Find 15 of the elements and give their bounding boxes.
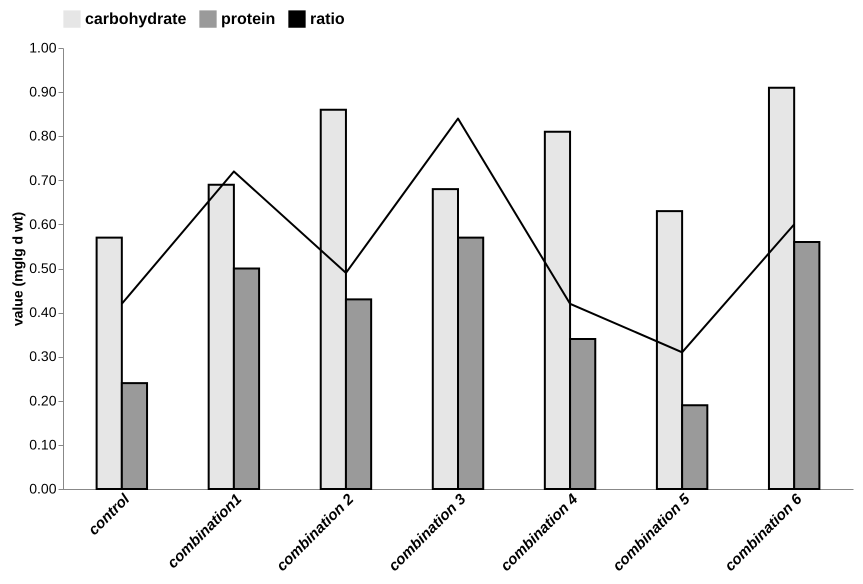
y-axis-title: value (mglg d wt): [9, 212, 26, 326]
y-tick-label: 0.30: [29, 348, 57, 364]
y-tick-label: 0.70: [29, 172, 57, 188]
y-tick-label: 0.60: [29, 216, 57, 232]
y-tick-label: 1.00: [29, 40, 57, 56]
y-tick-label: 0.00: [29, 480, 57, 496]
y-tick-label: 0.20: [29, 392, 57, 408]
y-tick-label: 0.50: [29, 260, 57, 276]
legend-label: protein: [221, 11, 276, 28]
legend-label: ratio: [310, 11, 345, 28]
y-tick-label: 0.10: [29, 436, 57, 452]
y-tick-label: 0.80: [29, 128, 57, 144]
y-tick-label: 0.40: [29, 304, 57, 320]
legend-label: carbohydrate: [85, 11, 186, 28]
y-tick-label: 0.90: [29, 84, 57, 100]
